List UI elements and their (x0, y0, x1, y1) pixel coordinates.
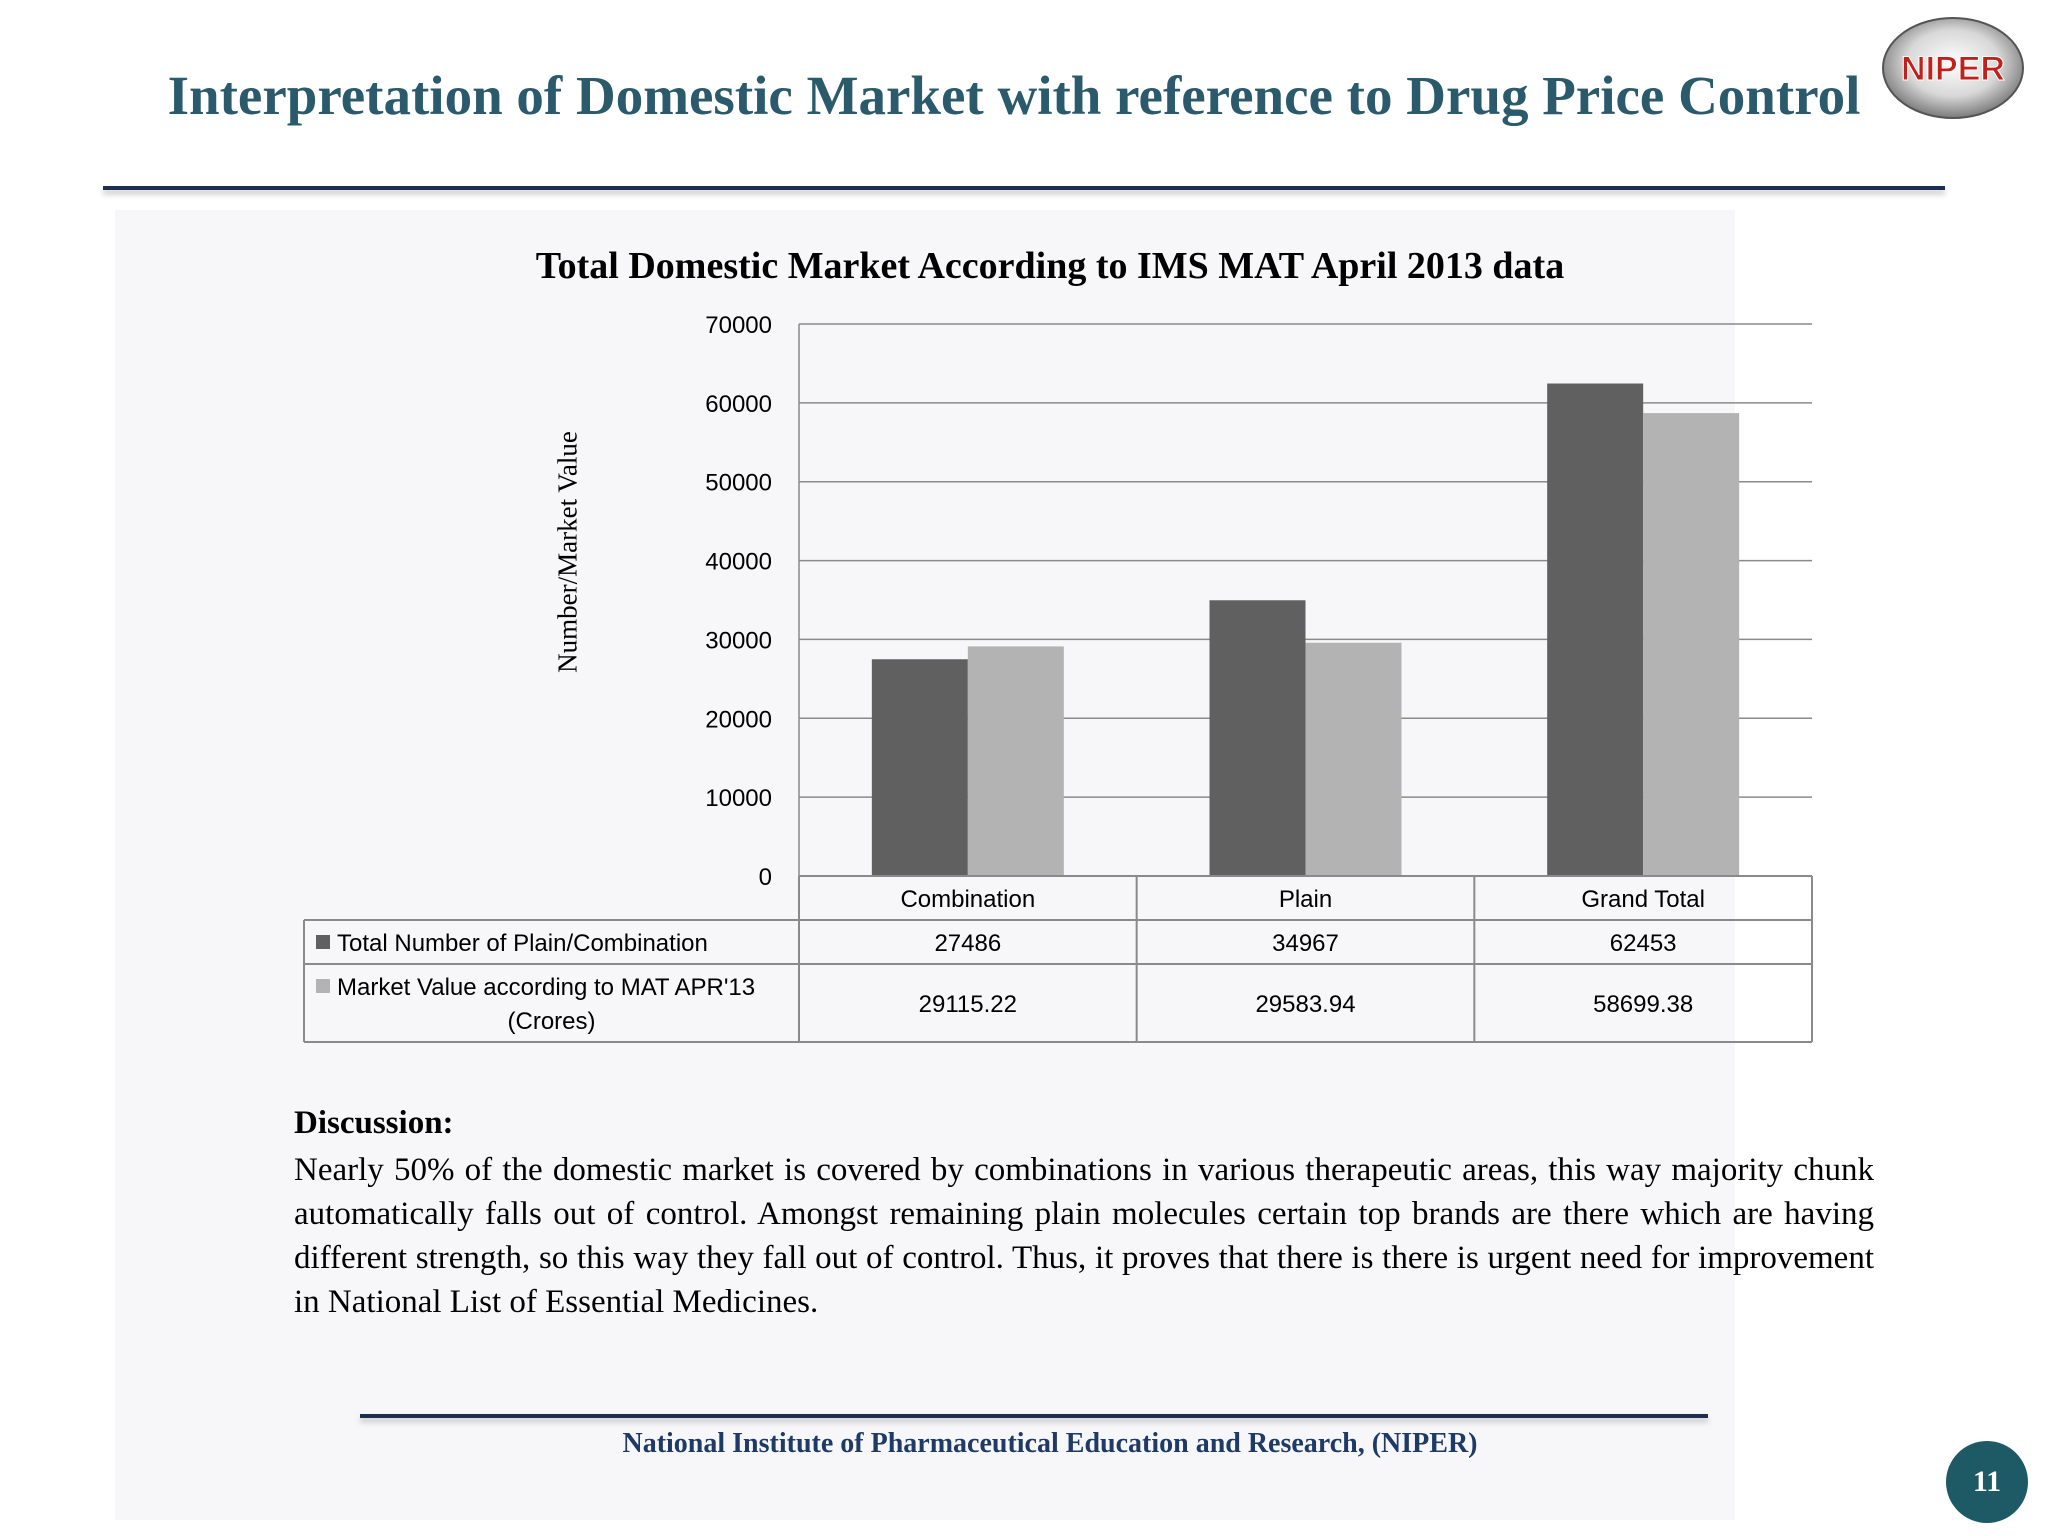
bar-value-0 (967, 646, 1064, 876)
legend-label: Market Value according to MAT APR'13 (337, 974, 755, 1001)
y-tick-label: 70000 (705, 312, 772, 339)
footer-text: National Institute of Pharmaceutical Edu… (622, 1428, 1478, 1459)
y-tick-label: 10000 (705, 785, 772, 812)
category-label: Grand Total (1581, 886, 1705, 913)
y-tick-label: 50000 (705, 470, 772, 497)
bar-count-0 (871, 659, 968, 876)
data-label: 27486 (934, 930, 1001, 957)
footer-divider (360, 1414, 1708, 1418)
y-tick-label: 0 (759, 864, 772, 891)
discussion-heading: Discussion: (294, 1105, 454, 1141)
bar-chart: 0 10000 20000 30000 40000 50000 60000 70000 Comb… (303, 312, 1813, 1043)
bar-value-2 (1643, 413, 1740, 876)
data-label: 29115.22 (919, 991, 1017, 1018)
y-tick-label: 60000 (705, 391, 772, 418)
y-tick-label: 30000 (705, 627, 772, 654)
legend-label: (Crores) (508, 1008, 596, 1035)
niper-logo: NIPER (1882, 17, 2024, 119)
category-label: Combination (900, 886, 1035, 913)
bar-count-1 (1209, 600, 1306, 876)
title-divider (103, 186, 1945, 190)
data-label: 29583.94 (1255, 991, 1355, 1018)
legend-label: Total Number of Plain/Combination (337, 930, 708, 957)
page-number: 11 (1946, 1441, 2028, 1523)
data-label: 58699.38 (1593, 991, 1693, 1018)
data-label: 62453 (1610, 930, 1677, 957)
y-tick-label: 20000 (705, 706, 772, 733)
slide-title: Interpretation of Domestic Market with r… (167, 65, 1861, 126)
chart-title: Total Domestic Market According to IMS M… (535, 245, 1565, 287)
discussion-text: Nearly 50% of the domestic market is cov… (294, 1152, 1874, 1320)
data-label: 34967 (1272, 930, 1339, 957)
svg-text:NIPER: NIPER (1901, 50, 2005, 88)
bar-count-2 (1547, 383, 1644, 876)
legend-swatch (316, 979, 330, 993)
category-label: Plain (1279, 886, 1332, 913)
y-tick-label: 40000 (705, 549, 772, 576)
bar-value-1 (1305, 642, 1402, 876)
legend-swatch (316, 935, 330, 949)
